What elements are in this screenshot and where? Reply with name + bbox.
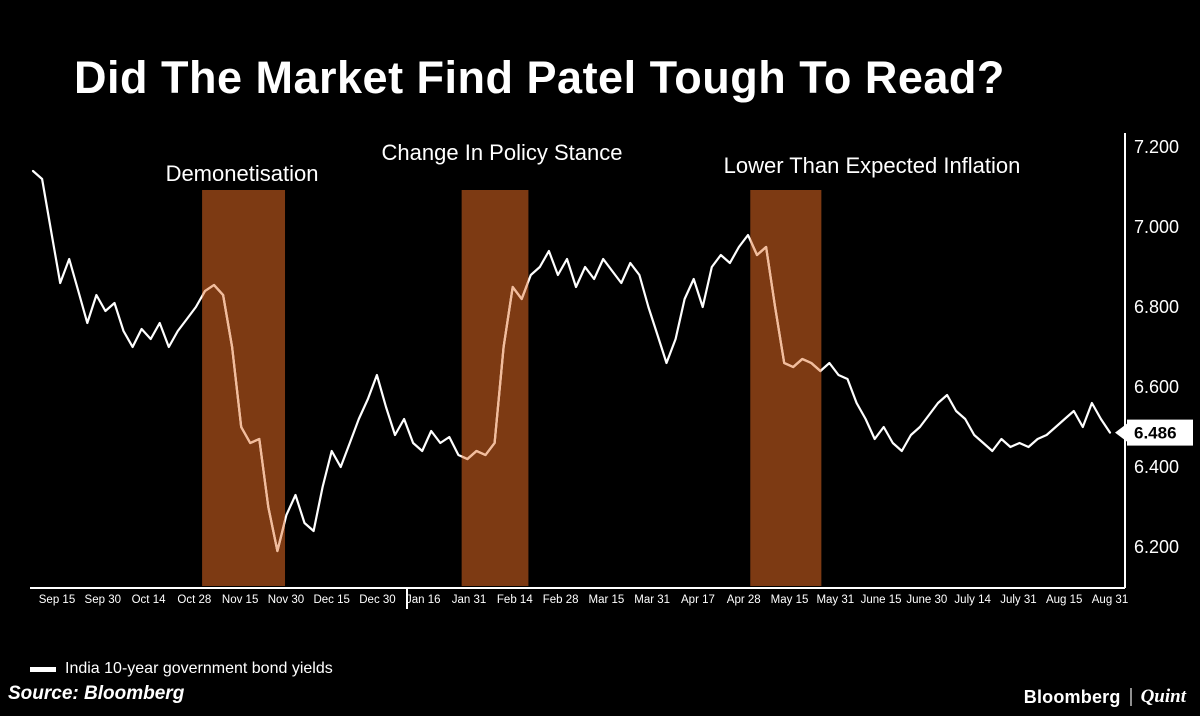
- x-tick-label: Feb 14: [497, 594, 533, 606]
- y-tick-label: 7.200: [1134, 137, 1179, 157]
- badge-box: [1127, 419, 1193, 446]
- x-tick-label: Oct 14: [132, 594, 166, 606]
- x-tick-label: Dec 30: [359, 594, 395, 606]
- highlight-band: [750, 190, 822, 586]
- legend: India 10-year government bond yields: [30, 660, 333, 678]
- quint-logo-text: Quint: [1140, 686, 1186, 707]
- x-tick-label: Sep 15: [39, 594, 75, 606]
- x-tick-label: June 15: [861, 594, 902, 606]
- legend-swatch: [30, 666, 56, 672]
- source-credit: Source: Bloomberg: [8, 683, 185, 704]
- badge-arrow: [1115, 423, 1127, 442]
- bloomberg-quint-logo: Bloomberg Quint: [1024, 686, 1186, 708]
- x-tick-label: Sep 30: [85, 594, 121, 606]
- x-tick-label: Jan 31: [452, 594, 487, 606]
- highlight-band: [461, 190, 529, 586]
- x-tick-label: Nov 15: [222, 594, 258, 606]
- bloomberg-logo-text: Bloomberg: [1023, 686, 1121, 707]
- x-tick-label: Dec 15: [313, 594, 349, 606]
- yield-line: [31, 169, 1112, 553]
- x-tick-label: Apr 17: [681, 594, 715, 606]
- annotation-demonetisation: Demonetisation: [165, 161, 319, 186]
- x-tick-label: Mar 31: [634, 594, 670, 606]
- current-value-badge: 6.486: [1115, 419, 1193, 446]
- x-tick-label: June 30: [906, 594, 947, 606]
- x-tick-label: May 31: [816, 594, 854, 606]
- x-tick-label: July 31: [1000, 594, 1036, 606]
- yield-line-highlight: [202, 283, 286, 553]
- x-tick-label: May 15: [771, 594, 809, 606]
- x-tick-label: Aug 31: [1092, 594, 1128, 606]
- badge-value: 6.486: [1134, 424, 1177, 443]
- legend-label: India 10-year government bond yields: [65, 660, 333, 677]
- x-tick-label: Jan 16: [406, 594, 441, 606]
- y-tick-label: 6.200: [1134, 537, 1179, 557]
- page-title: Did The Market Find Patel Tough To Read?: [74, 52, 1005, 104]
- x-tick-label: July 14: [954, 594, 991, 606]
- x-tick-label: Oct 28: [177, 594, 211, 606]
- x-tick-label: Mar 15: [588, 594, 624, 606]
- x-tick-label: Feb 28: [543, 594, 579, 606]
- annotation-policy-stance: Change In Policy Stance: [381, 140, 623, 165]
- yield-line-highlight: [750, 237, 822, 373]
- y-tick-label: 6.600: [1134, 377, 1179, 397]
- x-tick-label: Aug 15: [1046, 594, 1082, 606]
- logo-divider: [1129, 688, 1132, 706]
- y-tick-label: 7.000: [1134, 217, 1179, 237]
- x-tick-label: Nov 30: [268, 594, 304, 606]
- annotation-inflation: Lower Than Expected Inflation: [723, 153, 1021, 178]
- x-tick-label: Apr 28: [727, 594, 761, 606]
- y-tick-label: 6.800: [1134, 297, 1179, 317]
- yield-line-highlight: [461, 278, 529, 461]
- y-tick-label: 6.400: [1134, 457, 1179, 477]
